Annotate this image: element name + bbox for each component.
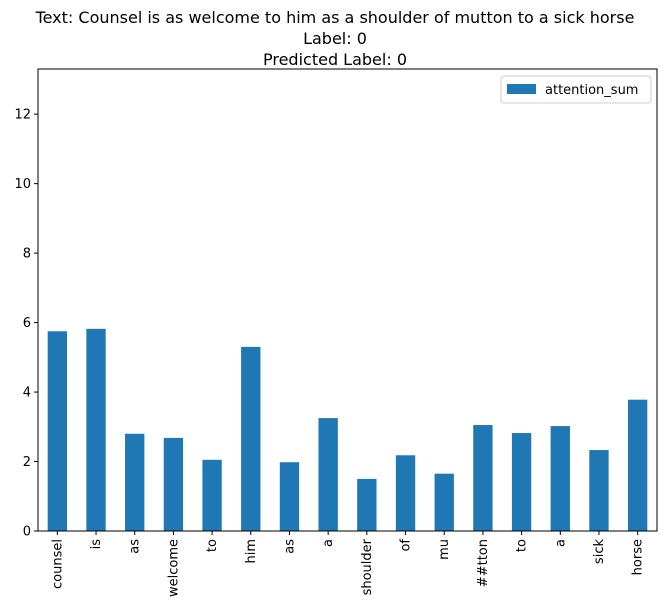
y-tick-label: 4 [23, 386, 31, 401]
x-tick-label: sick [592, 539, 607, 565]
bar-a-7 [318, 418, 338, 531]
x-tick-label: him [244, 539, 259, 564]
x-tick-label: a [321, 539, 336, 547]
x-tick-label: of [399, 539, 414, 552]
bar-as-6 [279, 462, 300, 531]
legend-box [500, 75, 652, 104]
bar-him-5 [241, 346, 261, 531]
bar-shoulder-8 [357, 478, 377, 531]
x-tick-label: counsel [50, 539, 65, 589]
x-tick-label: mu [437, 539, 452, 560]
x-tick-label: horse [631, 539, 646, 575]
legend-swatch [507, 84, 536, 94]
bar-welcome-3 [163, 437, 184, 531]
bar-as-2 [125, 433, 145, 531]
legend-label: attention_sum [545, 83, 638, 98]
bar-to-12 [511, 433, 532, 531]
y-tick-label: 10 [14, 177, 31, 192]
x-tick-label: to [515, 539, 530, 552]
bar-to-4 [202, 459, 222, 531]
bar-of-9 [395, 455, 416, 531]
bar-a-13 [550, 426, 570, 531]
chart-label-line: Label: 0 [303, 29, 367, 48]
bars-group [47, 328, 648, 531]
y-tick-label: 6 [23, 316, 31, 331]
x-tick-label: a [553, 539, 568, 547]
x-tick-label: ##tton [476, 539, 491, 587]
x-tick-label: as [128, 539, 143, 554]
x-tick-label: as [282, 539, 297, 554]
y-tick-label: 8 [23, 247, 31, 262]
legend: attention_sum [500, 75, 652, 104]
x-tick-label: is [89, 539, 104, 550]
chart-title: Text: Counsel is as welcome to him as a … [35, 8, 635, 69]
y-axis: 0 2 4 6 8 10 12 [14, 108, 38, 540]
x-tick-label: welcome [166, 539, 181, 597]
x-axis: counsel is as welcome to him as a shoulder of mu ##… [50, 531, 646, 597]
y-tick-label: 12 [14, 108, 31, 123]
bar-counsel-0 [47, 331, 68, 531]
chart-title-line: Text: Counsel is as welcome to him as a … [35, 8, 635, 27]
plot-frame [37, 68, 658, 532]
x-tick-label: shoulder [360, 538, 375, 595]
y-tick-label: 2 [23, 455, 31, 470]
bar-is-1 [86, 328, 106, 531]
x-tick-label: to [205, 539, 220, 552]
bar-mu-10 [434, 473, 454, 531]
y-tick-label: 0 [23, 525, 31, 540]
bar-horse-15 [627, 399, 648, 531]
bar-sick-14 [589, 450, 609, 531]
bar-tton-11 [473, 425, 493, 531]
chart-predicted-label-line: Predicted Label: 0 [263, 50, 407, 69]
